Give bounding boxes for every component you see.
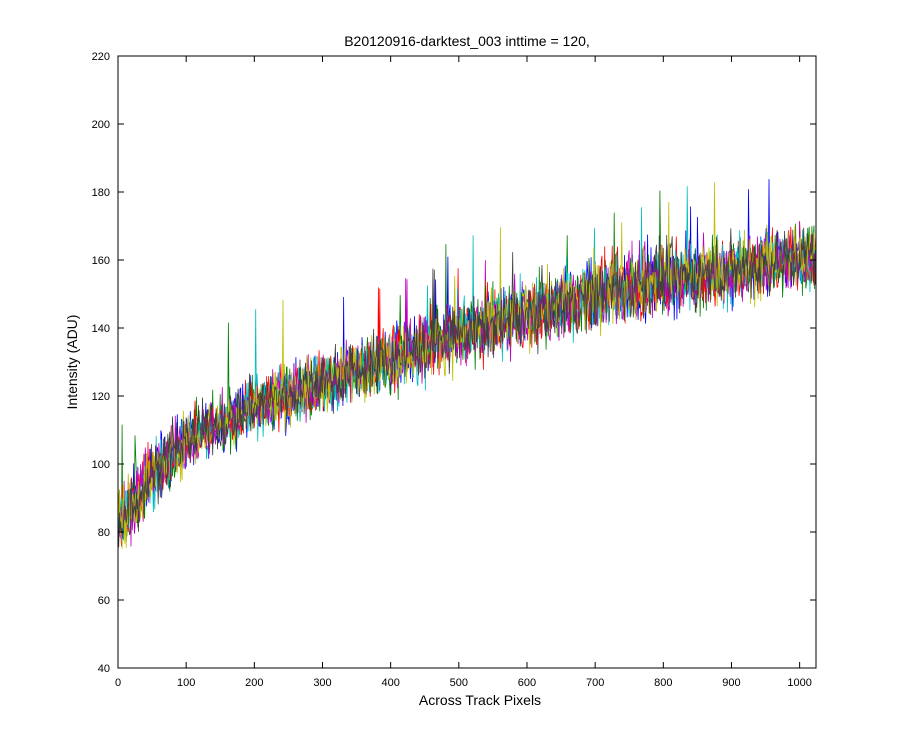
y-tick-label: 200 [92,119,110,131]
chart-title: B20120916-darktest_003 inttime = 120, [344,33,590,49]
y-tick-label: 160 [92,255,110,267]
axes-frame [118,56,816,668]
plot-area: 0 100 200 300 400 500 600 700 800 900 1000 40 60 80 1… [92,51,817,689]
x-tick-label: 0 [115,677,121,689]
axes-border [117,55,817,669]
y-tick-label: 140 [92,323,110,335]
y-tick-label: 220 [92,51,110,63]
x-tick-label: 900 [722,677,740,689]
y-axis-label: Intensity (ADU) [64,315,80,410]
x-tick-label: 600 [518,677,536,689]
y-tick-label: 180 [92,187,110,199]
x-axis-label: Across Track Pixels [419,692,541,708]
x-tick-label: 400 [381,677,399,689]
y-axis-ticks: 40 60 80 100 120 140 160 180 200 220 [92,51,816,675]
series-line-7 [117,227,817,548]
series-lines [117,179,817,549]
x-tick-label: 700 [586,677,604,689]
x-tick-label: 100 [177,677,195,689]
x-tick-label: 200 [245,677,263,689]
x-tick-label: 500 [450,677,468,689]
x-tick-label: 1000 [787,677,811,689]
y-tick-label: 60 [98,595,110,607]
x-axis-ticks: 0 100 200 300 400 500 600 700 800 900 1000 [115,56,812,689]
y-tick-label: 120 [92,391,110,403]
y-tick-label: 80 [98,527,110,539]
x-tick-label: 300 [313,677,331,689]
y-tick-label: 100 [92,459,110,471]
y-tick-label: 40 [98,663,110,675]
x-tick-label: 800 [654,677,672,689]
